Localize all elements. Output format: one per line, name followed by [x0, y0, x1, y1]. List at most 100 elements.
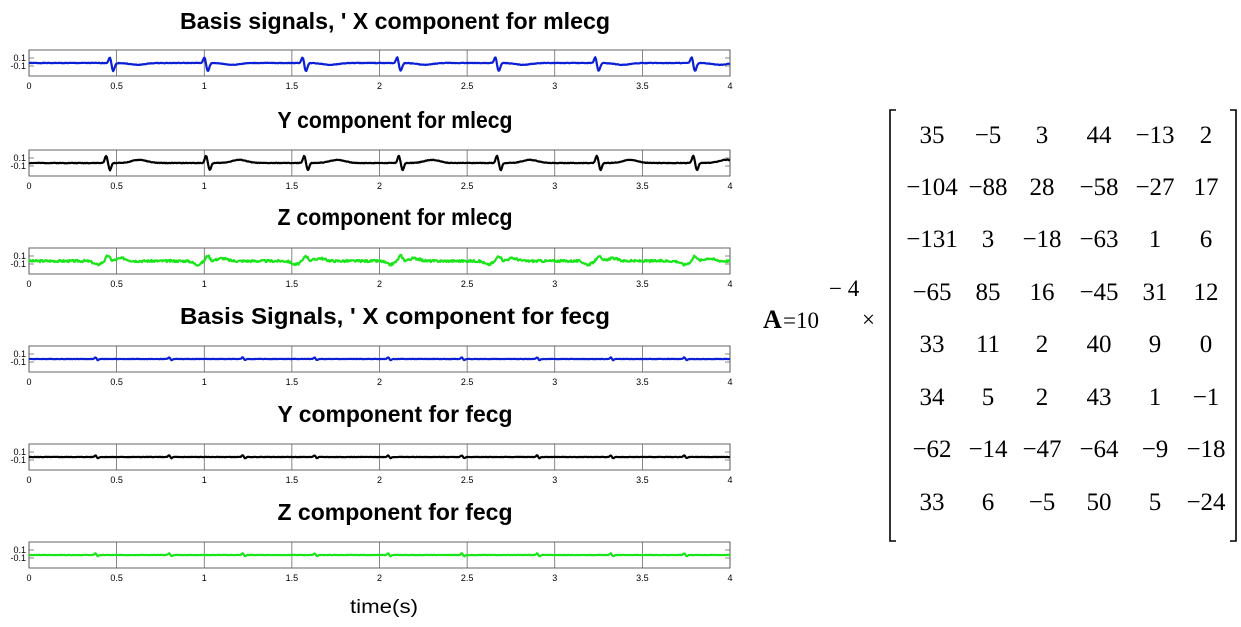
- y-tick-label: 0.1: [13, 53, 26, 63]
- subplot-2: Y component for mlecg 0 0.5 1 1.5 2 2.5 3 3.5 4 0.…: [10, 107, 732, 191]
- x-tick-label: 4: [727, 181, 732, 191]
- matrix-cell: −131: [906, 226, 958, 253]
- matrix-cell: 2: [1036, 384, 1049, 411]
- x-tick-label: 3.5: [636, 475, 649, 485]
- x-tick-label: 2: [377, 573, 382, 583]
- y-tick-label: 0.1: [13, 545, 26, 555]
- matrix-cell: −88: [968, 174, 1007, 201]
- y-tick-label: -0.1: [10, 61, 26, 71]
- subplot-title: Y component for fecg: [278, 401, 513, 427]
- x-tick-label: 1: [202, 377, 207, 387]
- subplot-3: Z component for mlecg 0 0.5 1 1.5 2 2.5 3 3.5 4 0.…: [10, 204, 732, 289]
- x-tick-label: 2: [377, 475, 382, 485]
- matrix-cell: 5: [1149, 489, 1162, 516]
- y-tick-label: -0.1: [10, 455, 26, 465]
- matrix-cell: 9: [1149, 331, 1162, 358]
- matrix-cell: −18: [1186, 436, 1225, 463]
- y-tick-label: 0.1: [13, 153, 26, 163]
- subplot-4: Basis Signals, ' X component for fecg 0 0.…: [10, 303, 732, 387]
- x-tick-label: 1.5: [286, 475, 299, 485]
- equation-exponent: − 4: [829, 276, 860, 301]
- matrix-cell: 34: [920, 384, 946, 411]
- x-tick-label: 0.5: [110, 573, 123, 583]
- matrix-cell: 28: [1030, 174, 1055, 201]
- matrix-cell: −5: [1029, 489, 1056, 516]
- x-tick-label: 1: [202, 181, 207, 191]
- matrix-cell: −1: [1193, 384, 1220, 411]
- x-tick-label: 3: [552, 377, 557, 387]
- x-tick-label: 1.5: [286, 181, 299, 191]
- matrix-cell: −24: [1186, 489, 1226, 516]
- x-tick-label: 3.5: [636, 573, 649, 583]
- matrix-cell: 0: [1200, 331, 1213, 358]
- subplot-title: Z component for mlecg: [278, 204, 513, 230]
- equation-times: ×: [862, 307, 875, 332]
- matrix-cell: 3: [1036, 122, 1049, 149]
- x-tick-label: 2: [377, 181, 382, 191]
- x-tick-label: 3: [552, 279, 557, 289]
- x-axis-label: time(s): [350, 597, 418, 618]
- subplot-title: Z component for fecg: [278, 499, 513, 525]
- matrix-cell: 2: [1200, 122, 1213, 149]
- right-bracket: [1230, 109, 1237, 542]
- matrix-cell: 1: [1149, 384, 1162, 411]
- y-tick-label: 0.1: [13, 447, 26, 457]
- matrix-cell: 85: [976, 279, 1001, 306]
- x-tick-label: 2.5: [461, 377, 474, 387]
- x-tick-label: 0.5: [110, 81, 123, 91]
- x-tick-label: 1: [202, 475, 207, 485]
- matrix-cell: 33: [920, 489, 945, 516]
- x-tick-label: 1.5: [286, 279, 299, 289]
- matrix-cell: −9: [1142, 436, 1169, 463]
- x-tick-label: 1.5: [286, 81, 299, 91]
- matrix-cell: 11: [976, 331, 1000, 358]
- y-tick-label: -0.1: [10, 357, 26, 367]
- x-tick-label: 4: [727, 279, 732, 289]
- x-tick-label: 2: [377, 377, 382, 387]
- matrix-cell: 5: [982, 384, 995, 411]
- equation-lhs: A: [763, 305, 782, 334]
- x-tick-label: 0.5: [110, 279, 123, 289]
- x-tick-label: 2.5: [461, 279, 474, 289]
- matrix-cell: 12: [1194, 279, 1219, 306]
- x-tick-label: 0: [26, 279, 31, 289]
- y-tick-label: 0.1: [13, 349, 26, 359]
- x-tick-label: 1: [202, 573, 207, 583]
- x-tick-label: 3.5: [636, 81, 649, 91]
- x-tick-label: 1: [202, 81, 207, 91]
- equation-equals: =10: [783, 308, 819, 333]
- matrix-cell: 31: [1143, 279, 1168, 306]
- matrix-cell: −5: [975, 122, 1002, 149]
- left-bracket: [889, 109, 896, 542]
- matrix-cell: −104: [906, 174, 958, 201]
- x-tick-label: 3.5: [636, 377, 649, 387]
- series-line: [28, 56, 731, 73]
- subplot-title: Basis Signals, ' X component for fecg: [180, 303, 610, 329]
- series-line: [28, 154, 731, 172]
- matrix-cell: 6: [982, 489, 995, 516]
- matrix-cell: −64: [1079, 436, 1119, 463]
- matrix-cell: 2: [1036, 331, 1049, 358]
- x-tick-label: 2: [377, 279, 382, 289]
- y-tick-label: -0.1: [10, 553, 26, 563]
- matrix-cell: 16: [1030, 279, 1055, 306]
- x-tick-label: 3: [552, 475, 557, 485]
- y-tick-label: -0.1: [10, 259, 26, 269]
- matrix-cell: 35: [920, 122, 945, 149]
- series-line: [28, 253, 731, 267]
- x-tick-label: 3.5: [636, 279, 649, 289]
- x-tick-label: 0: [26, 81, 31, 91]
- subplot-1: Basis signals, ' X component for mlecg 0 0…: [10, 8, 732, 91]
- matrix-cell: 3: [982, 226, 995, 253]
- x-tick-label: 0: [26, 377, 31, 387]
- x-tick-label: 0: [26, 573, 31, 583]
- x-tick-label: 3: [552, 573, 557, 583]
- y-tick-label: -0.1: [10, 161, 26, 171]
- x-tick-label: 0.5: [110, 475, 123, 485]
- x-tick-label: 4: [727, 377, 732, 387]
- matrix-cell: −47: [1022, 436, 1061, 463]
- x-tick-label: 0.5: [110, 181, 123, 191]
- x-tick-label: 4: [727, 81, 732, 91]
- matrix-equation: A =10− 4×35 −5 3 44 −13 2−104 −88 28 −58 −27 17−131…: [763, 109, 1237, 542]
